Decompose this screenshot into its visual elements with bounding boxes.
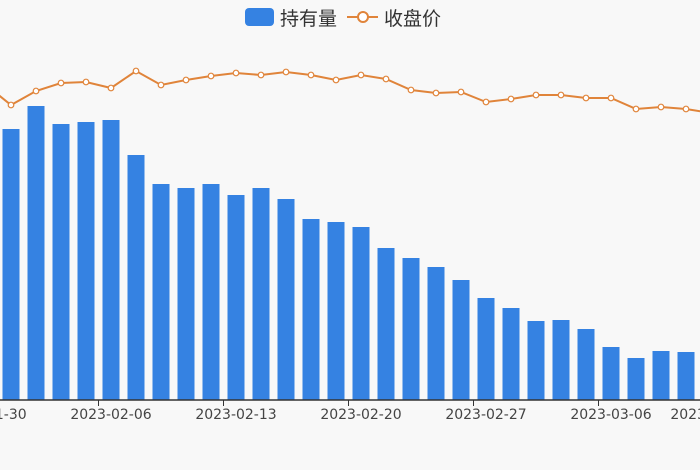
bar <box>52 124 70 400</box>
bar <box>152 184 170 400</box>
bar <box>327 222 345 400</box>
legend: 持有量 收盘价 <box>245 3 441 31</box>
bar <box>527 321 545 400</box>
x-tick-label: 2023-02-20 <box>320 407 401 423</box>
close-price-point <box>682 105 690 113</box>
close-price-point <box>57 79 65 87</box>
legend-line-swatch[interactable] <box>347 10 379 24</box>
close-price-point <box>282 68 290 76</box>
x-tick-label: 2023-02-06 <box>70 407 151 423</box>
bar <box>277 199 295 400</box>
bar <box>127 155 145 400</box>
close-price-point <box>457 88 465 96</box>
close-price-point <box>482 98 490 106</box>
x-tick-label: 2023-03-10 <box>670 407 700 423</box>
x-tick-label: 2023-02-13 <box>195 407 276 423</box>
close-price-point <box>182 76 190 84</box>
bar <box>352 227 370 400</box>
close-price-point <box>307 71 315 79</box>
close-price-point <box>82 78 90 86</box>
bar <box>27 106 45 400</box>
close-price-point <box>107 84 115 92</box>
close-price-point <box>607 94 615 102</box>
close-price-point <box>132 67 140 75</box>
bar <box>102 120 120 400</box>
bar <box>202 184 220 400</box>
legend-label-close[interactable]: 收盘价 <box>384 7 442 30</box>
legend-bar-swatch[interactable] <box>245 8 274 26</box>
bar <box>402 258 420 400</box>
close-price-line <box>0 69 700 113</box>
close-price-point <box>507 95 515 103</box>
bar <box>552 320 570 400</box>
x-tick-label: 2023-01-30 <box>0 407 27 423</box>
bar <box>627 358 645 400</box>
x-tick-label: 2023-02-27 <box>445 407 526 423</box>
x-tick-label: 2023-03-06 <box>570 407 651 423</box>
close-price-point <box>257 71 265 79</box>
close-price-point <box>7 101 15 109</box>
close-price-point <box>657 103 665 111</box>
bar <box>602 347 620 400</box>
bar <box>377 248 395 400</box>
bar <box>652 351 670 400</box>
bar <box>227 195 245 400</box>
bar <box>452 280 470 400</box>
bar <box>677 352 695 400</box>
bar <box>252 188 270 400</box>
close-price-point <box>432 89 440 97</box>
bar <box>177 188 195 400</box>
close-price-point <box>582 94 590 102</box>
close-price-point <box>632 105 640 113</box>
bar <box>302 219 320 400</box>
close-price-point <box>382 75 390 83</box>
bar <box>77 122 95 400</box>
close-price-point <box>332 76 340 84</box>
bar <box>427 267 445 400</box>
bar <box>477 298 495 400</box>
close-price-point <box>207 72 215 80</box>
close-price-point <box>232 69 240 77</box>
close-price-point <box>557 91 565 99</box>
close-price-point <box>32 87 40 95</box>
bar <box>577 329 595 400</box>
bar <box>502 308 520 400</box>
bar <box>2 129 20 400</box>
legend-label-holding[interactable]: 持有量 <box>280 7 338 30</box>
close-price-point <box>357 71 365 79</box>
close-price-point <box>532 91 540 99</box>
close-price-point <box>407 86 415 94</box>
close-price-point <box>157 81 165 89</box>
